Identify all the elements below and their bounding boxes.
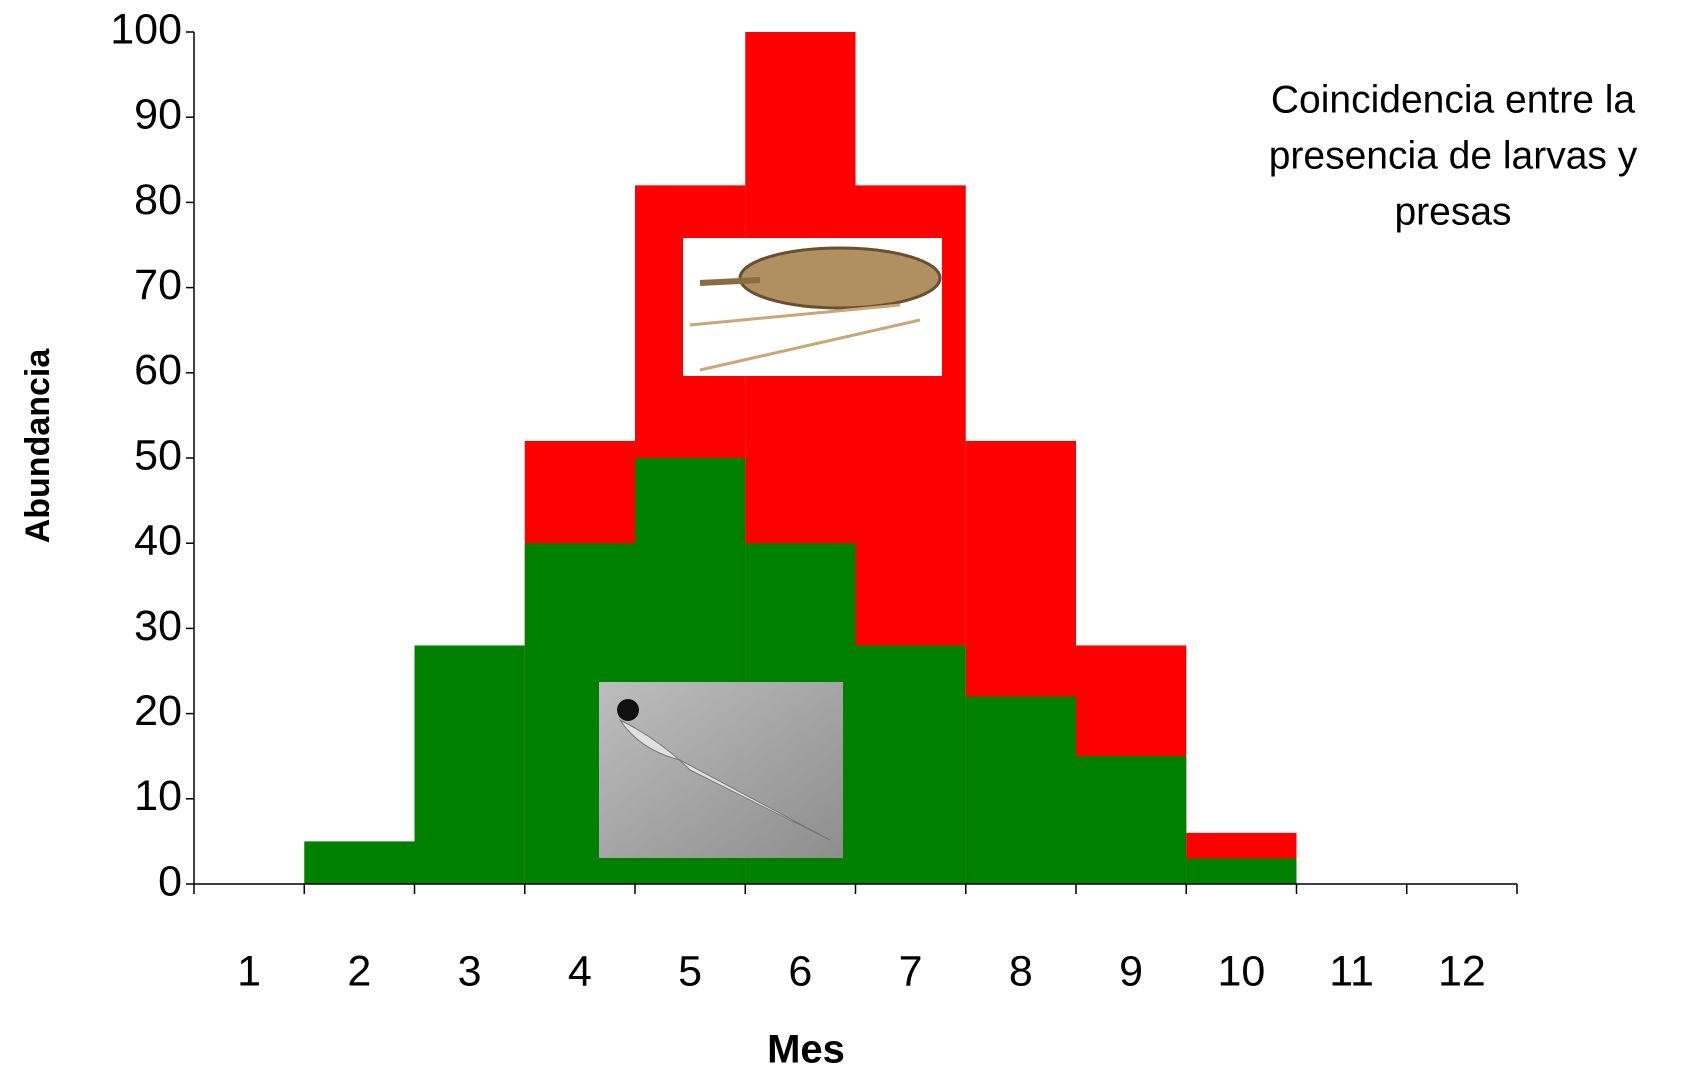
y-tick-label: 70 — [134, 261, 182, 309]
annotation-line: presencia de larvas y — [1269, 134, 1638, 177]
larva-eye — [617, 699, 639, 721]
x-tick-label: 4 — [568, 947, 592, 995]
bar — [856, 645, 966, 884]
x-tick-label: 9 — [1119, 947, 1143, 995]
x-axis-title: Mes — [767, 1028, 845, 1072]
x-tick-label: 6 — [788, 947, 812, 995]
bar — [966, 697, 1076, 884]
page: Mes Abundancia Coincidencia entre la pres… — [0, 0, 1687, 1072]
y-tick-label: 60 — [134, 346, 182, 394]
x-tick-label: 2 — [347, 947, 371, 995]
y-tick-label: 0 — [158, 857, 182, 905]
annotation-line: Coincidencia entre la — [1271, 78, 1636, 121]
chart: Mes Abundancia Coincidencia entre la pres… — [0, 0, 1687, 1072]
x-tick-label: 7 — [899, 947, 923, 995]
bar — [1076, 756, 1186, 884]
copepod-body — [740, 248, 940, 308]
y-axis-title: Abundancia — [19, 348, 57, 544]
x-tick-label: 11 — [1329, 947, 1374, 995]
x-tick-label: 8 — [1009, 947, 1033, 995]
y-tick-label: 40 — [134, 517, 182, 565]
x-tick-label: 1 — [237, 947, 261, 995]
annotation: Coincidencia entre la presencia de larvas… — [1269, 78, 1638, 233]
x-tick-label: 12 — [1438, 947, 1486, 995]
bar — [415, 645, 525, 884]
y-tick-label: 10 — [134, 772, 182, 820]
y-tick-label: 90 — [134, 91, 182, 139]
y-tick-label: 50 — [134, 431, 182, 479]
x-tick-label: 5 — [678, 947, 702, 995]
copepod-tail — [700, 280, 760, 283]
y-tick-label: 30 — [134, 602, 182, 650]
x-tick-label: 10 — [1217, 947, 1265, 995]
y-tick-label: 100 — [110, 5, 182, 53]
y-tick-label: 80 — [134, 176, 182, 224]
annotation-line: presas — [1394, 190, 1511, 233]
x-tick-label: 3 — [458, 947, 482, 995]
bar — [1186, 858, 1296, 884]
y-tick-label: 20 — [134, 687, 182, 735]
bar — [304, 841, 414, 884]
